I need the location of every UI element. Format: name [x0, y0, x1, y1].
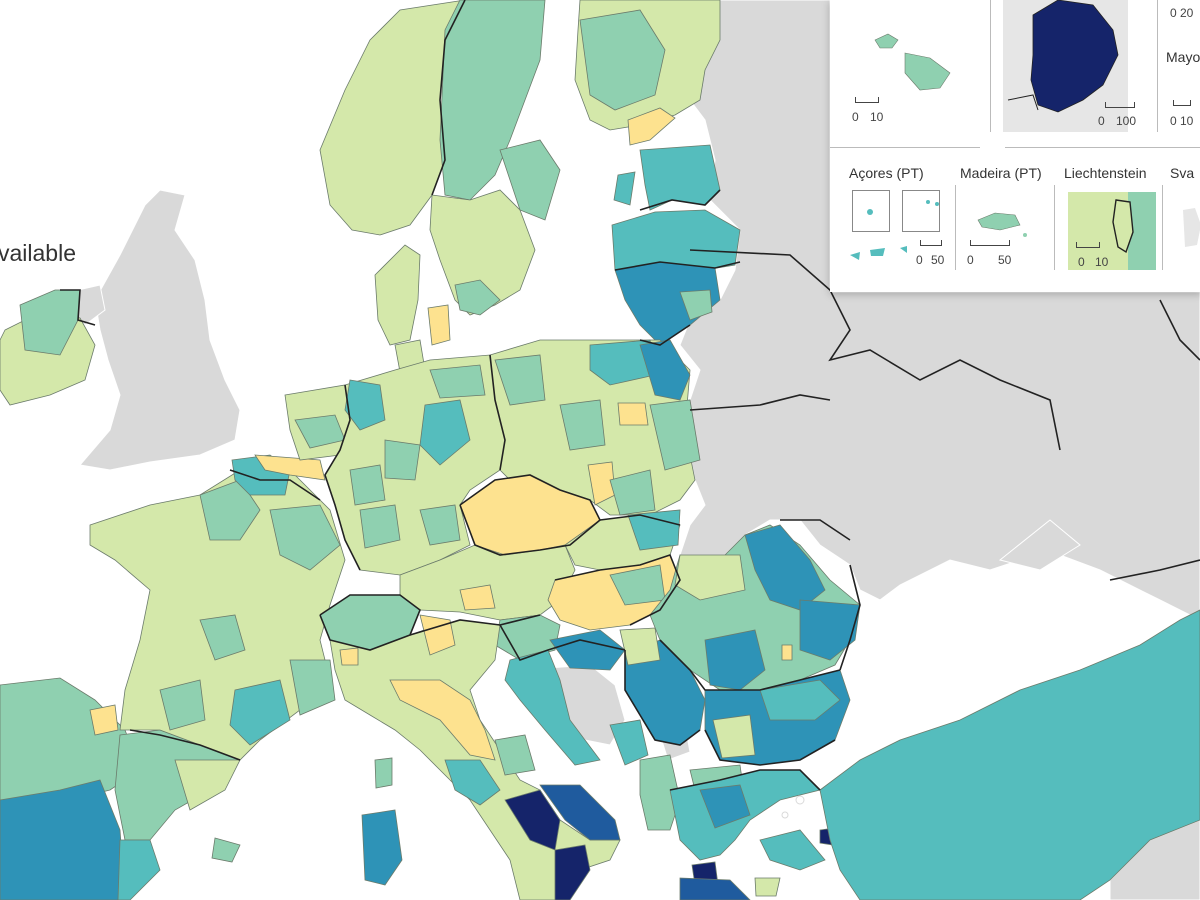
scandinavia [319, 0, 721, 316]
mayotte-scale-end: 10 [1180, 114, 1194, 128]
separator [990, 0, 991, 132]
malta-scale-end: 10 [870, 110, 884, 124]
svalbard-inset-map [1183, 208, 1200, 247]
madeira-inset-map [977, 212, 1027, 237]
guyane-inset-map [1007, 0, 1119, 113]
turkey [819, 609, 1200, 900]
inset-panel: 0 10 0 100 0 20 Mayo 0 10 Açores (PT) 0 … [830, 0, 1200, 292]
liechtenstein-scale-end: 10 [1095, 255, 1109, 269]
liechtenstein-inset-map [1112, 192, 1156, 270]
aegean-islands [781, 795, 805, 819]
separator [1005, 147, 1200, 148]
benelux [231, 384, 356, 496]
separator [955, 185, 956, 270]
acores-scale-end: 50 [931, 253, 945, 267]
acores-box-1 [852, 190, 890, 232]
liechtenstein-label: Liechtenstein [1064, 165, 1147, 181]
guyane-scale-start: 0 [1098, 114, 1105, 128]
mayotte-top-scale: 0 20 [1170, 6, 1194, 20]
separator [830, 147, 980, 148]
acores-inset-map [850, 200, 939, 260]
liechtenstein-inset [1068, 192, 1156, 270]
acores-label: Açores (PT) [849, 165, 924, 181]
germany [324, 354, 506, 576]
guyane-scalebar [1105, 102, 1135, 108]
serbia [619, 627, 706, 746]
madeira-scale-end: 50 [998, 253, 1012, 267]
mayotte-label: Mayo [1166, 49, 1200, 65]
greece [669, 769, 836, 900]
madeira-label: Madeira (PT) [960, 165, 1042, 181]
region-uk [79, 189, 241, 471]
guyane-scale-end: 100 [1116, 114, 1137, 128]
separator [1162, 185, 1163, 270]
liechtenstein-scale-start: 0 [1078, 255, 1085, 269]
italy [329, 614, 621, 900]
iberia [0, 677, 241, 900]
liechtenstein-scalebar [1076, 242, 1100, 248]
bulgaria [704, 669, 851, 766]
malta-inset-map [874, 33, 951, 91]
mayotte-scalebar [1173, 100, 1191, 106]
france [89, 459, 346, 863]
ireland [0, 289, 96, 406]
country-borders [60, 0, 1200, 791]
acores-scalebar [920, 240, 942, 246]
no-data-regions [71, 0, 1200, 900]
madeira-scalebar [970, 240, 1010, 246]
malta-scalebar [855, 97, 879, 103]
region-crimea [998, 519, 1081, 571]
acores-scale-start: 0 [916, 253, 923, 267]
separator [1157, 0, 1158, 132]
acores-box-2 [902, 190, 940, 232]
poland [489, 339, 701, 516]
malta-scale-start: 0 [852, 110, 859, 124]
separator [1054, 185, 1055, 270]
madeira-scale-start: 0 [967, 253, 974, 267]
romania [649, 524, 861, 691]
baltics [611, 144, 741, 346]
slovenia-croatia [494, 614, 626, 766]
guyane-inset [1003, 0, 1128, 132]
legend-not-available-label: vailable [0, 240, 76, 266]
mayotte-scale-start: 0 [1170, 114, 1177, 128]
svalbard-label: Sva [1170, 165, 1195, 181]
